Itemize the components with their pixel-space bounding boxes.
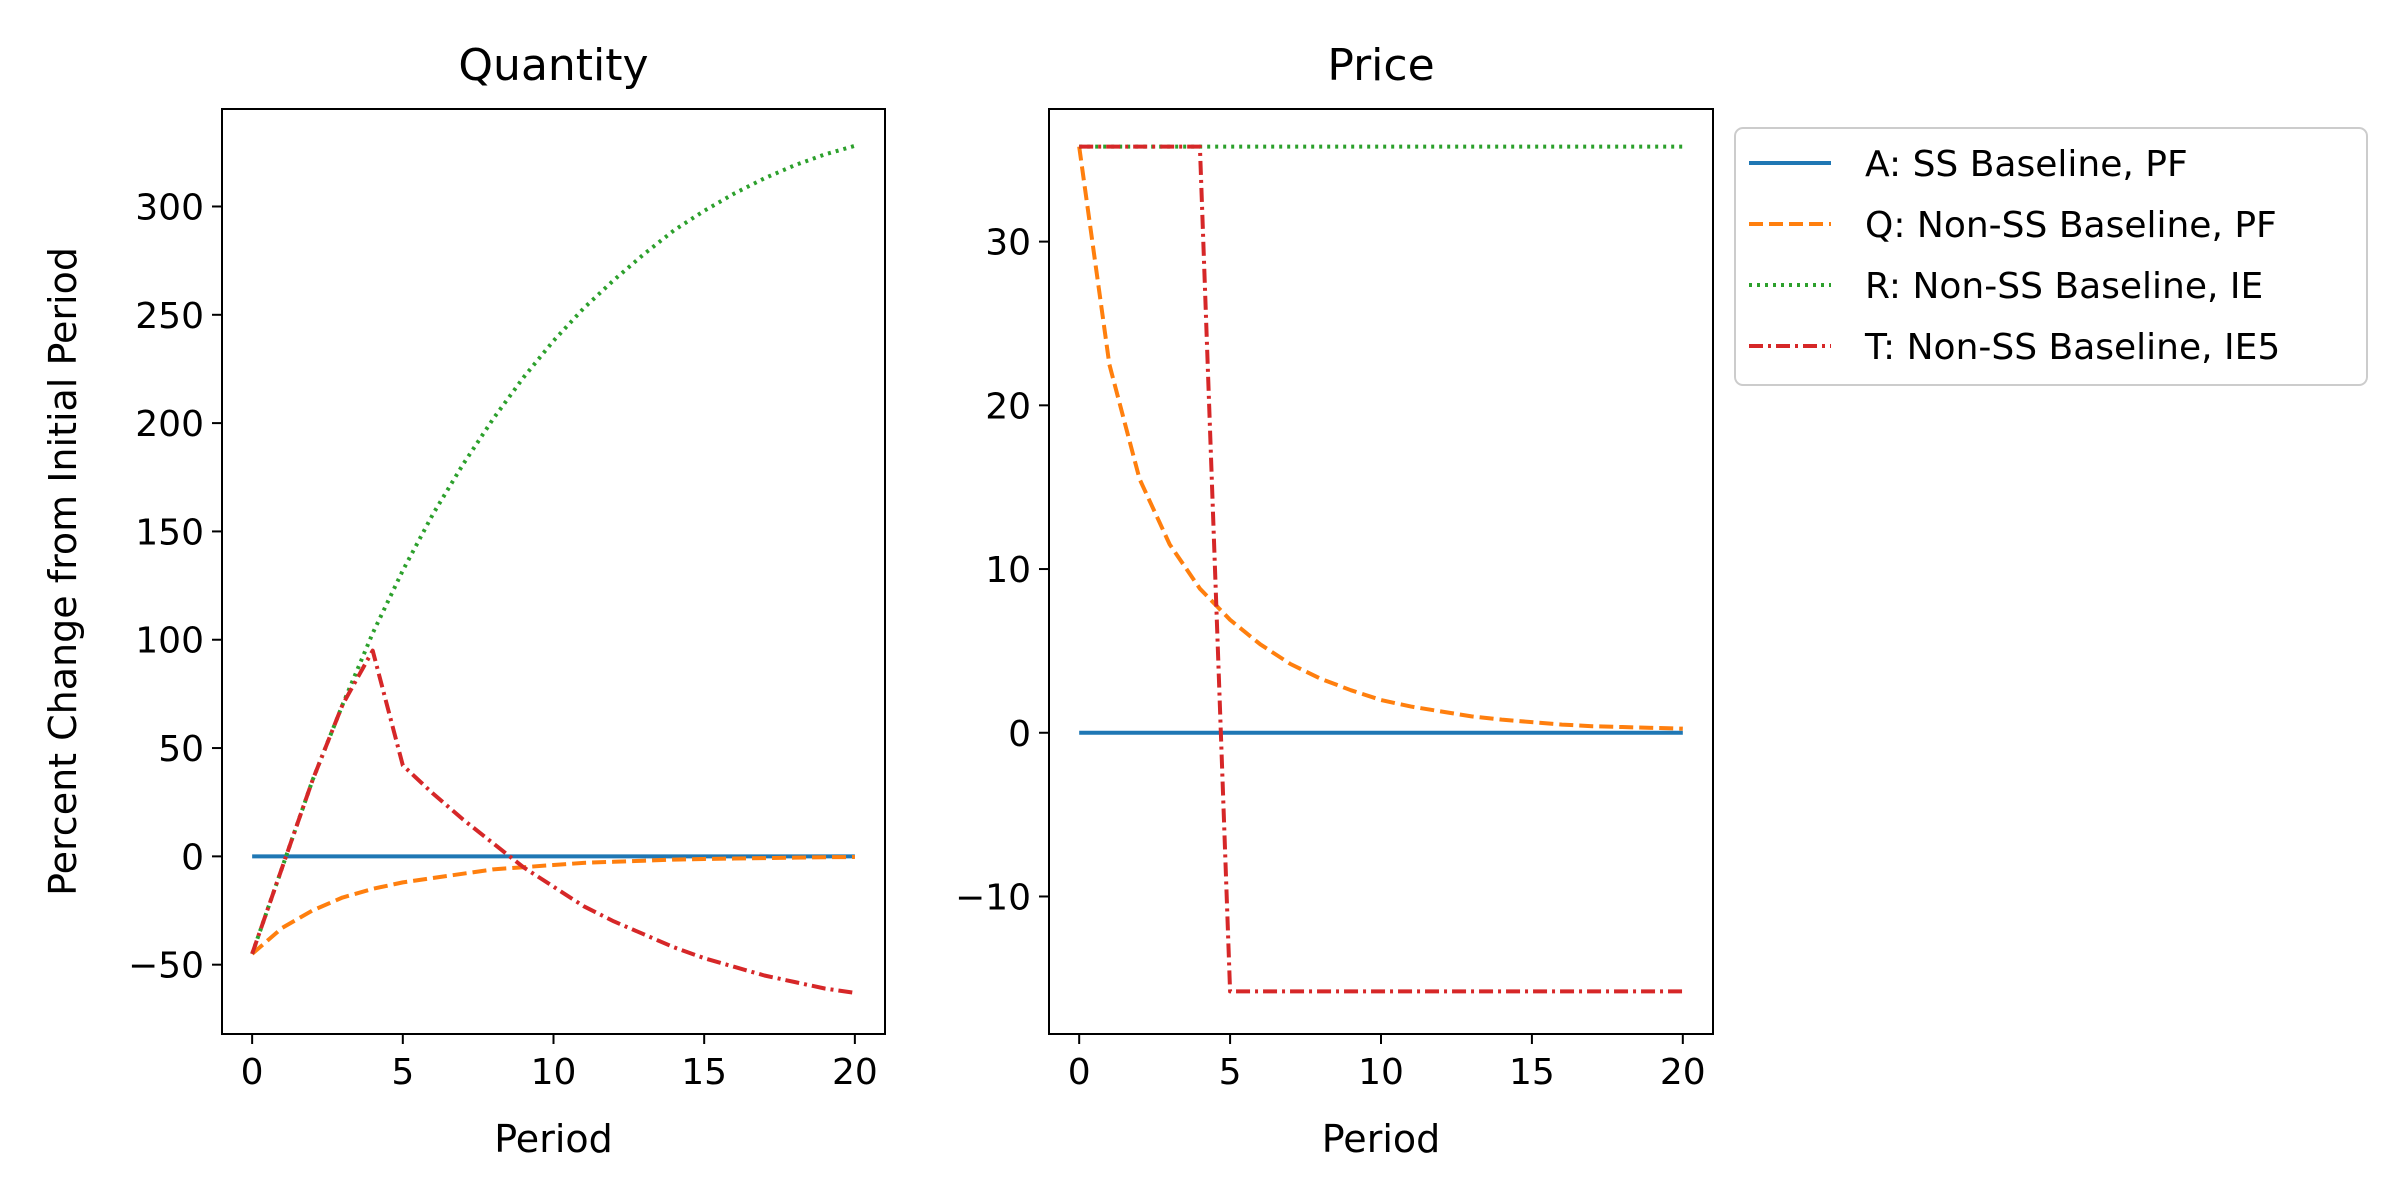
y-tick-label: 30 [985, 223, 1031, 264]
axes-frame [1048, 108, 1714, 1035]
y-tick-label: −10 [955, 877, 1031, 918]
chart-title: Quantity [458, 40, 648, 91]
legend: A: SS Baseline, PF Q: Non-SS Baseline, PF… [1734, 127, 2368, 386]
x-tick-label: 0 [1068, 1052, 1091, 1093]
y-tick-label: 250 [135, 296, 204, 337]
y-tick-label: −50 [128, 946, 204, 987]
x-tick-label: 5 [1219, 1052, 1242, 1093]
series-line-t [250, 648, 856, 995]
chart-title: Price [1327, 40, 1434, 91]
series-line-r [250, 143, 856, 955]
price-panel: 0 5 10 15 20 −10 0 10 20 30 Price Period [955, 40, 1714, 1161]
x-tick-label: 5 [391, 1052, 414, 1093]
series-line-t [1079, 144, 1683, 994]
x-tick-label: 15 [1509, 1052, 1555, 1093]
legend-entry-label: T: Non-SS Baseline, IE5 [1864, 327, 2280, 368]
legend-entry-label: R: Non-SS Baseline, IE [1865, 266, 2263, 307]
series-line-q [250, 855, 855, 956]
y-tick-label: 200 [135, 404, 204, 445]
x-tick-label: 0 [241, 1052, 264, 1093]
y-tick-label: 150 [135, 512, 204, 553]
quantity-panel: 0 5 10 15 20 −50 0 50 100 150 200 250 300 Quantity Per… [41, 40, 886, 1161]
x-tick-label: 15 [681, 1052, 727, 1093]
legend-box [1734, 127, 2368, 386]
y-tick-label: 0 [181, 837, 204, 878]
series-line-q [1077, 146, 1683, 731]
x-tick-label: 10 [1358, 1052, 1404, 1093]
legend-entry-label: Q: Non-SS Baseline, PF [1865, 205, 2277, 246]
x-axis-label: Period [494, 1117, 613, 1161]
legend-entry-label: A: SS Baseline, PF [1865, 144, 2188, 185]
y-axis-label: Percent Change from Initial Period [41, 247, 85, 896]
x-tick-label: 20 [1660, 1052, 1706, 1093]
y-tick-label: 0 [1008, 714, 1031, 755]
x-tick-label: 20 [832, 1052, 878, 1093]
y-tick-label: 20 [985, 386, 1031, 427]
y-tick-label: 50 [158, 729, 204, 770]
x-axis-label: Period [1322, 1117, 1441, 1161]
axes-frame [221, 108, 886, 1035]
x-tick-label: 10 [531, 1052, 577, 1093]
y-tick-label: 100 [135, 621, 204, 662]
y-tick-label: 300 [135, 187, 204, 228]
y-tick-label: 10 [985, 550, 1031, 591]
